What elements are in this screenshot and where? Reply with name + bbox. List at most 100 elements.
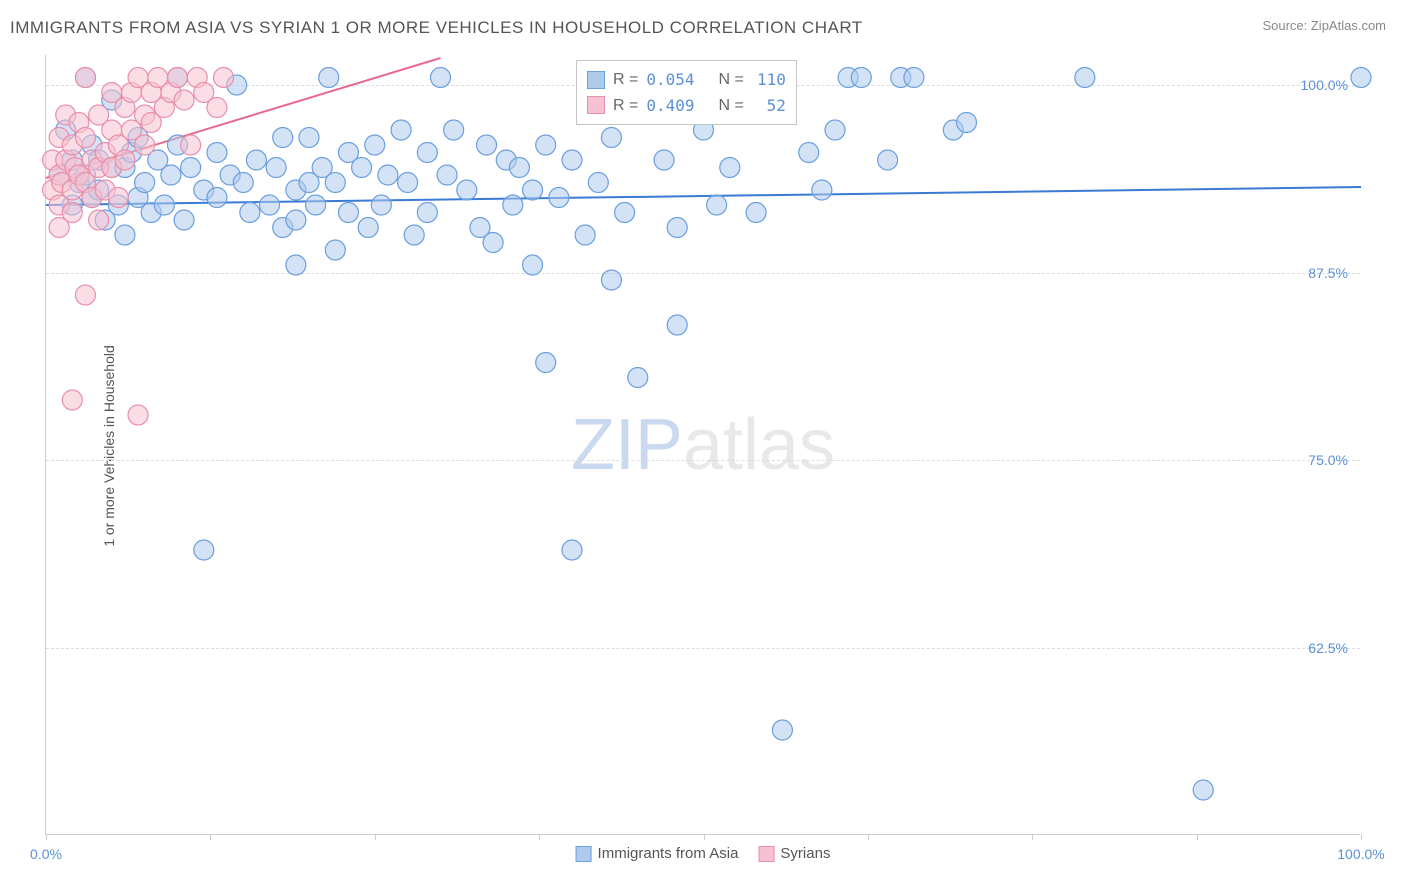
data-point — [115, 225, 135, 245]
data-point — [549, 188, 569, 208]
data-point — [181, 158, 201, 178]
legend-swatch — [587, 96, 605, 114]
x-tick — [1361, 834, 1362, 840]
data-point — [306, 195, 326, 215]
data-point — [62, 203, 82, 223]
data-point — [154, 195, 174, 215]
data-point — [378, 165, 398, 185]
data-point — [75, 285, 95, 305]
data-point — [904, 68, 924, 88]
legend-r-value: 0.409 — [646, 93, 694, 119]
data-point — [62, 390, 82, 410]
data-point — [161, 165, 181, 185]
data-point — [536, 353, 556, 373]
data-point — [562, 540, 582, 560]
data-point — [601, 270, 621, 290]
data-point — [562, 150, 582, 170]
data-point — [207, 188, 227, 208]
data-point — [404, 225, 424, 245]
data-point — [371, 195, 391, 215]
x-tick-label: 100.0% — [1337, 846, 1384, 862]
data-point — [431, 68, 451, 88]
data-point — [523, 255, 543, 275]
legend-n-label: N = — [719, 93, 744, 119]
data-point — [240, 203, 260, 223]
data-point — [115, 150, 135, 170]
legend-n-value: 52 — [752, 93, 786, 119]
data-point — [168, 68, 188, 88]
data-point — [75, 128, 95, 148]
x-tick — [539, 834, 540, 840]
data-point — [1075, 68, 1095, 88]
data-point — [75, 68, 95, 88]
legend-r-label: R = — [613, 67, 638, 93]
data-point — [417, 143, 437, 163]
data-point — [707, 195, 727, 215]
series-legend: Immigrants from Asia Syrians — [576, 845, 831, 862]
x-tick — [704, 834, 705, 840]
correlation-legend: R = 0.054 N = 110 R = 0.409 N = 52 — [576, 60, 797, 125]
data-point — [207, 98, 227, 118]
data-point — [246, 150, 266, 170]
x-tick — [868, 834, 869, 840]
data-point — [181, 135, 201, 155]
legend-swatch — [758, 846, 774, 862]
data-point — [667, 218, 687, 238]
data-point — [457, 180, 477, 200]
data-point — [365, 135, 385, 155]
data-point — [799, 143, 819, 163]
data-point — [319, 68, 339, 88]
legend-item: Immigrants from Asia — [576, 845, 739, 862]
data-point — [338, 203, 358, 223]
x-tick — [46, 834, 47, 840]
data-point — [135, 173, 155, 193]
data-point — [536, 135, 556, 155]
data-point — [575, 225, 595, 245]
legend-item: Syrians — [758, 845, 830, 862]
data-point — [957, 113, 977, 133]
data-point — [352, 158, 372, 178]
data-point — [214, 68, 234, 88]
data-point — [825, 120, 845, 140]
data-point — [128, 405, 148, 425]
x-tick — [1032, 834, 1033, 840]
data-point — [358, 218, 378, 238]
chart-title: IMMIGRANTS FROM ASIA VS SYRIAN 1 OR MORE… — [10, 18, 863, 37]
data-point — [286, 255, 306, 275]
data-point — [135, 135, 155, 155]
legend-n-value: 110 — [752, 67, 786, 93]
data-point — [477, 135, 497, 155]
data-point — [720, 158, 740, 178]
data-point — [398, 173, 418, 193]
data-point — [437, 165, 457, 185]
data-point — [266, 158, 286, 178]
data-point — [391, 120, 411, 140]
legend-swatch — [587, 71, 605, 89]
legend-label: Immigrants from Asia — [598, 845, 739, 862]
data-point — [273, 128, 293, 148]
legend-row: R = 0.409 N = 52 — [587, 93, 786, 119]
legend-r-value: 0.054 — [646, 67, 694, 93]
data-point — [325, 173, 345, 193]
x-tick — [375, 834, 376, 840]
legend-r-label: R = — [613, 93, 638, 119]
data-point — [194, 540, 214, 560]
data-point — [509, 158, 529, 178]
data-point — [233, 173, 253, 193]
legend-label: Syrians — [780, 845, 830, 862]
legend-row: R = 0.054 N = 110 — [587, 67, 786, 93]
data-point — [89, 210, 109, 230]
data-point — [483, 233, 503, 253]
data-point — [746, 203, 766, 223]
x-tick — [210, 834, 211, 840]
data-point — [601, 128, 621, 148]
data-point — [667, 315, 687, 335]
data-point — [628, 368, 648, 388]
data-point — [1193, 780, 1213, 800]
data-point — [851, 68, 871, 88]
scatter-svg — [46, 55, 1360, 834]
legend-n-label: N = — [719, 67, 744, 93]
data-point — [615, 203, 635, 223]
data-point — [174, 90, 194, 110]
data-point — [174, 210, 194, 230]
